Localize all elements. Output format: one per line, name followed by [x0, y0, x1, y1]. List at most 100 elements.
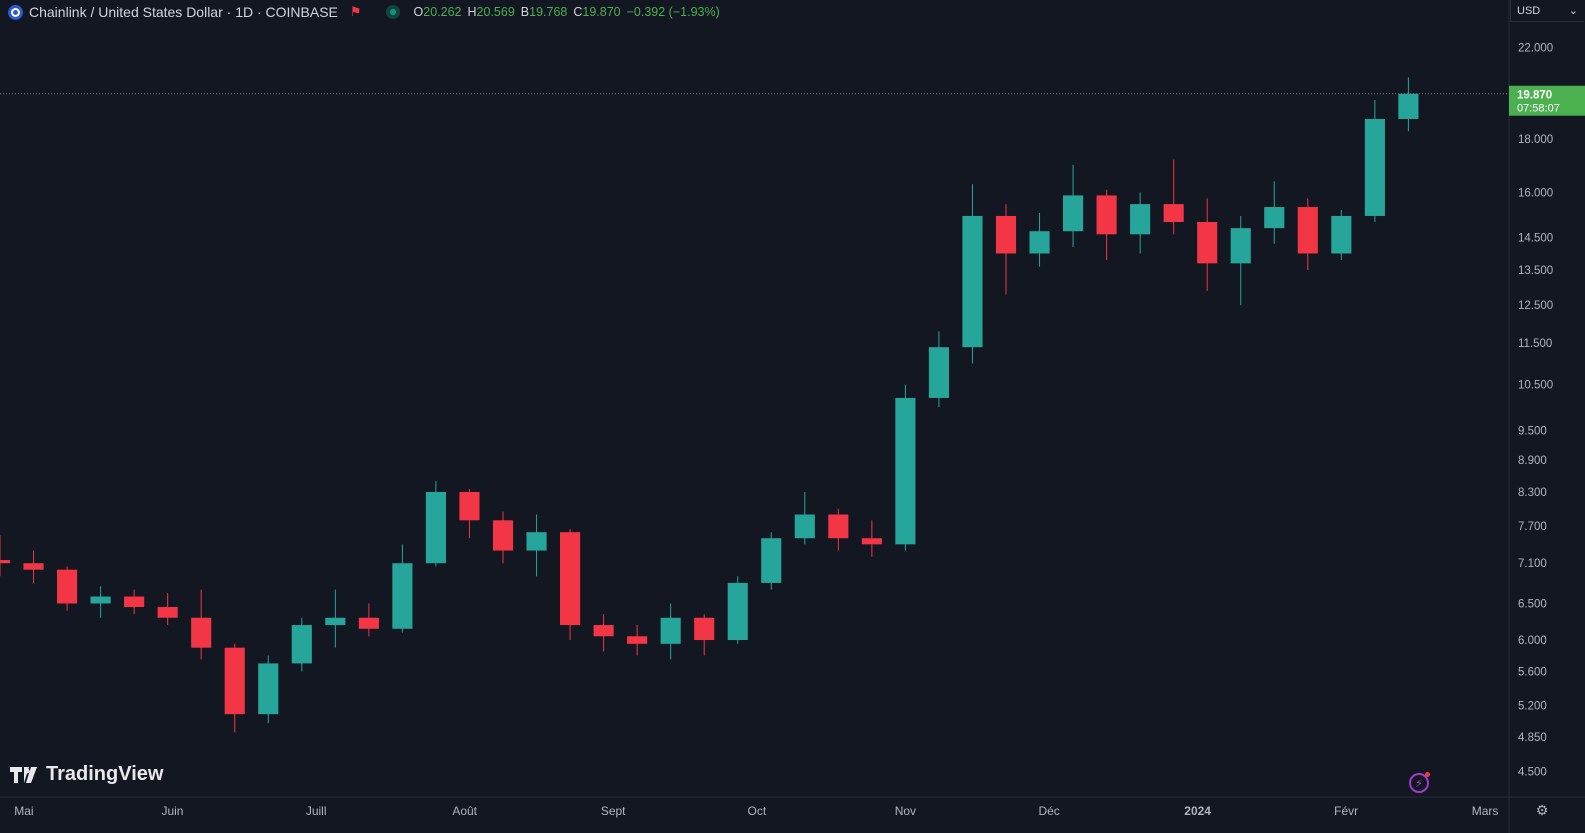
candle-body [1029, 231, 1050, 254]
chainlink-icon [8, 4, 23, 20]
tradingview-logo-text: TradingView [46, 763, 164, 785]
candle-body [57, 569, 78, 604]
candle-body [794, 514, 815, 539]
candle-body [1297, 207, 1318, 254]
y-tick-label: 18.000 [1518, 134, 1553, 146]
candle-body [1364, 118, 1385, 216]
open-key: O [413, 5, 424, 19]
x-tick-label: Mai [14, 804, 33, 818]
open-value: 20.262 [423, 5, 462, 19]
y-tick-label: 4.500 [1518, 766, 1547, 778]
chart-header: Chainlink / United States Dollar · 1D · … [8, 2, 720, 22]
y-tick-label: 5.200 [1518, 700, 1547, 712]
candle-body [761, 538, 782, 583]
candle-body [928, 347, 949, 398]
y-tick-label: 7.100 [1518, 558, 1547, 570]
currency-label: USD [1517, 4, 1541, 17]
candle-body [325, 617, 346, 626]
close-key: C [573, 5, 583, 19]
candle-body [1096, 195, 1117, 235]
market-status-icon [385, 5, 400, 19]
flag-icon[interactable]: ⚑ [349, 4, 362, 19]
candle-body [861, 538, 882, 545]
y-tick-label: 14.500 [1518, 232, 1553, 244]
y-tick-label: 22.000 [1518, 42, 1553, 54]
candle-body [492, 520, 514, 551]
y-tick-label: 6.500 [1518, 599, 1547, 611]
candle-body [23, 563, 44, 570]
y-tick-label: 7.700 [1518, 521, 1547, 533]
low-value: 19.768 [529, 5, 568, 19]
x-tick-label: Août [452, 804, 477, 818]
tradingview-logo-icon [10, 766, 40, 783]
candle-body [727, 582, 748, 641]
x-tick-label: Mars [1472, 804, 1499, 818]
y-tick-label: 4.850 [1518, 732, 1547, 744]
candle-body [1063, 195, 1084, 232]
high-value: 20.569 [476, 5, 515, 19]
candle-body [627, 636, 648, 644]
y-tick-label: 16.000 [1518, 188, 1553, 200]
x-tick-label: Févr [1334, 804, 1358, 818]
candle-body [1264, 207, 1285, 229]
candle-body [425, 491, 446, 564]
candle-body [459, 491, 480, 521]
x-tick-label: Oct [748, 804, 767, 818]
candle-body [191, 617, 212, 648]
candle-body [124, 596, 145, 608]
candle-body [90, 596, 111, 604]
candle-body [962, 215, 983, 348]
high-key: H [467, 5, 477, 19]
candle-body [1230, 228, 1251, 264]
y-tick-label: 13.500 [1518, 265, 1553, 277]
y-tick-label: 5.600 [1518, 666, 1547, 678]
price-tag-countdown: 07:58:07 [1517, 103, 1560, 115]
price-tag-value: 19.870 [1517, 90, 1552, 102]
settings-icon[interactable]: ⚙ [1535, 802, 1549, 818]
candle-body [392, 563, 413, 629]
y-tick-label: 10.500 [1518, 380, 1553, 392]
candle-body [694, 617, 715, 641]
candle-body [1197, 222, 1218, 264]
y-tick-label: 8.300 [1518, 487, 1547, 499]
candle-body [358, 617, 379, 629]
x-tick-label: Juin [161, 804, 183, 818]
change-value: −0.392 (−1.93%) [626, 5, 720, 19]
candle-body [1331, 215, 1352, 254]
y-tick-label: 8.900 [1518, 455, 1547, 467]
candle-body [291, 625, 312, 664]
candle-body [224, 647, 245, 715]
symbol-title[interactable]: Chainlink / United States Dollar · 1D · … [29, 4, 338, 20]
price-tag [1509, 85, 1585, 116]
candle-body [1398, 93, 1419, 119]
y-tick-label: 9.500 [1518, 425, 1547, 437]
candle-body [828, 514, 849, 539]
x-tick-label: Juill [306, 804, 327, 818]
low-key: B [520, 5, 530, 19]
x-tick-label: Déc [1038, 804, 1059, 818]
y-tick-label: 11.500 [1518, 338, 1552, 350]
y-tick-label: 6.000 [1518, 635, 1547, 647]
currency-selector[interactable]: USD ⌄ [1510, 0, 1584, 22]
candle-body [0, 560, 11, 564]
candle-body [995, 215, 1017, 254]
candle-body [258, 663, 279, 715]
candle-body [560, 532, 581, 626]
tradingview-logo[interactable]: TradingView [10, 763, 163, 786]
x-tick-label: Sept [601, 804, 626, 818]
candle-body [1130, 204, 1151, 235]
candle-body [157, 607, 178, 618]
close-value: 19.870 [582, 5, 621, 19]
candle-body [1163, 204, 1184, 223]
ohlc-values: O20.262 H20.569 B19.768 C19.870 −0.392 (… [414, 5, 720, 19]
y-tick-label: 12.500 [1518, 300, 1553, 312]
candle-body [593, 625, 614, 637]
lightning-icon[interactable]: ⚡ [1409, 772, 1430, 793]
candle-body [526, 532, 547, 551]
candle-body [660, 617, 681, 644]
candle-body [895, 397, 916, 545]
x-tick-label: 2024 [1184, 804, 1211, 818]
x-tick-label: Nov [895, 804, 916, 818]
chevron-down-icon: ⌄ [1568, 5, 1578, 17]
